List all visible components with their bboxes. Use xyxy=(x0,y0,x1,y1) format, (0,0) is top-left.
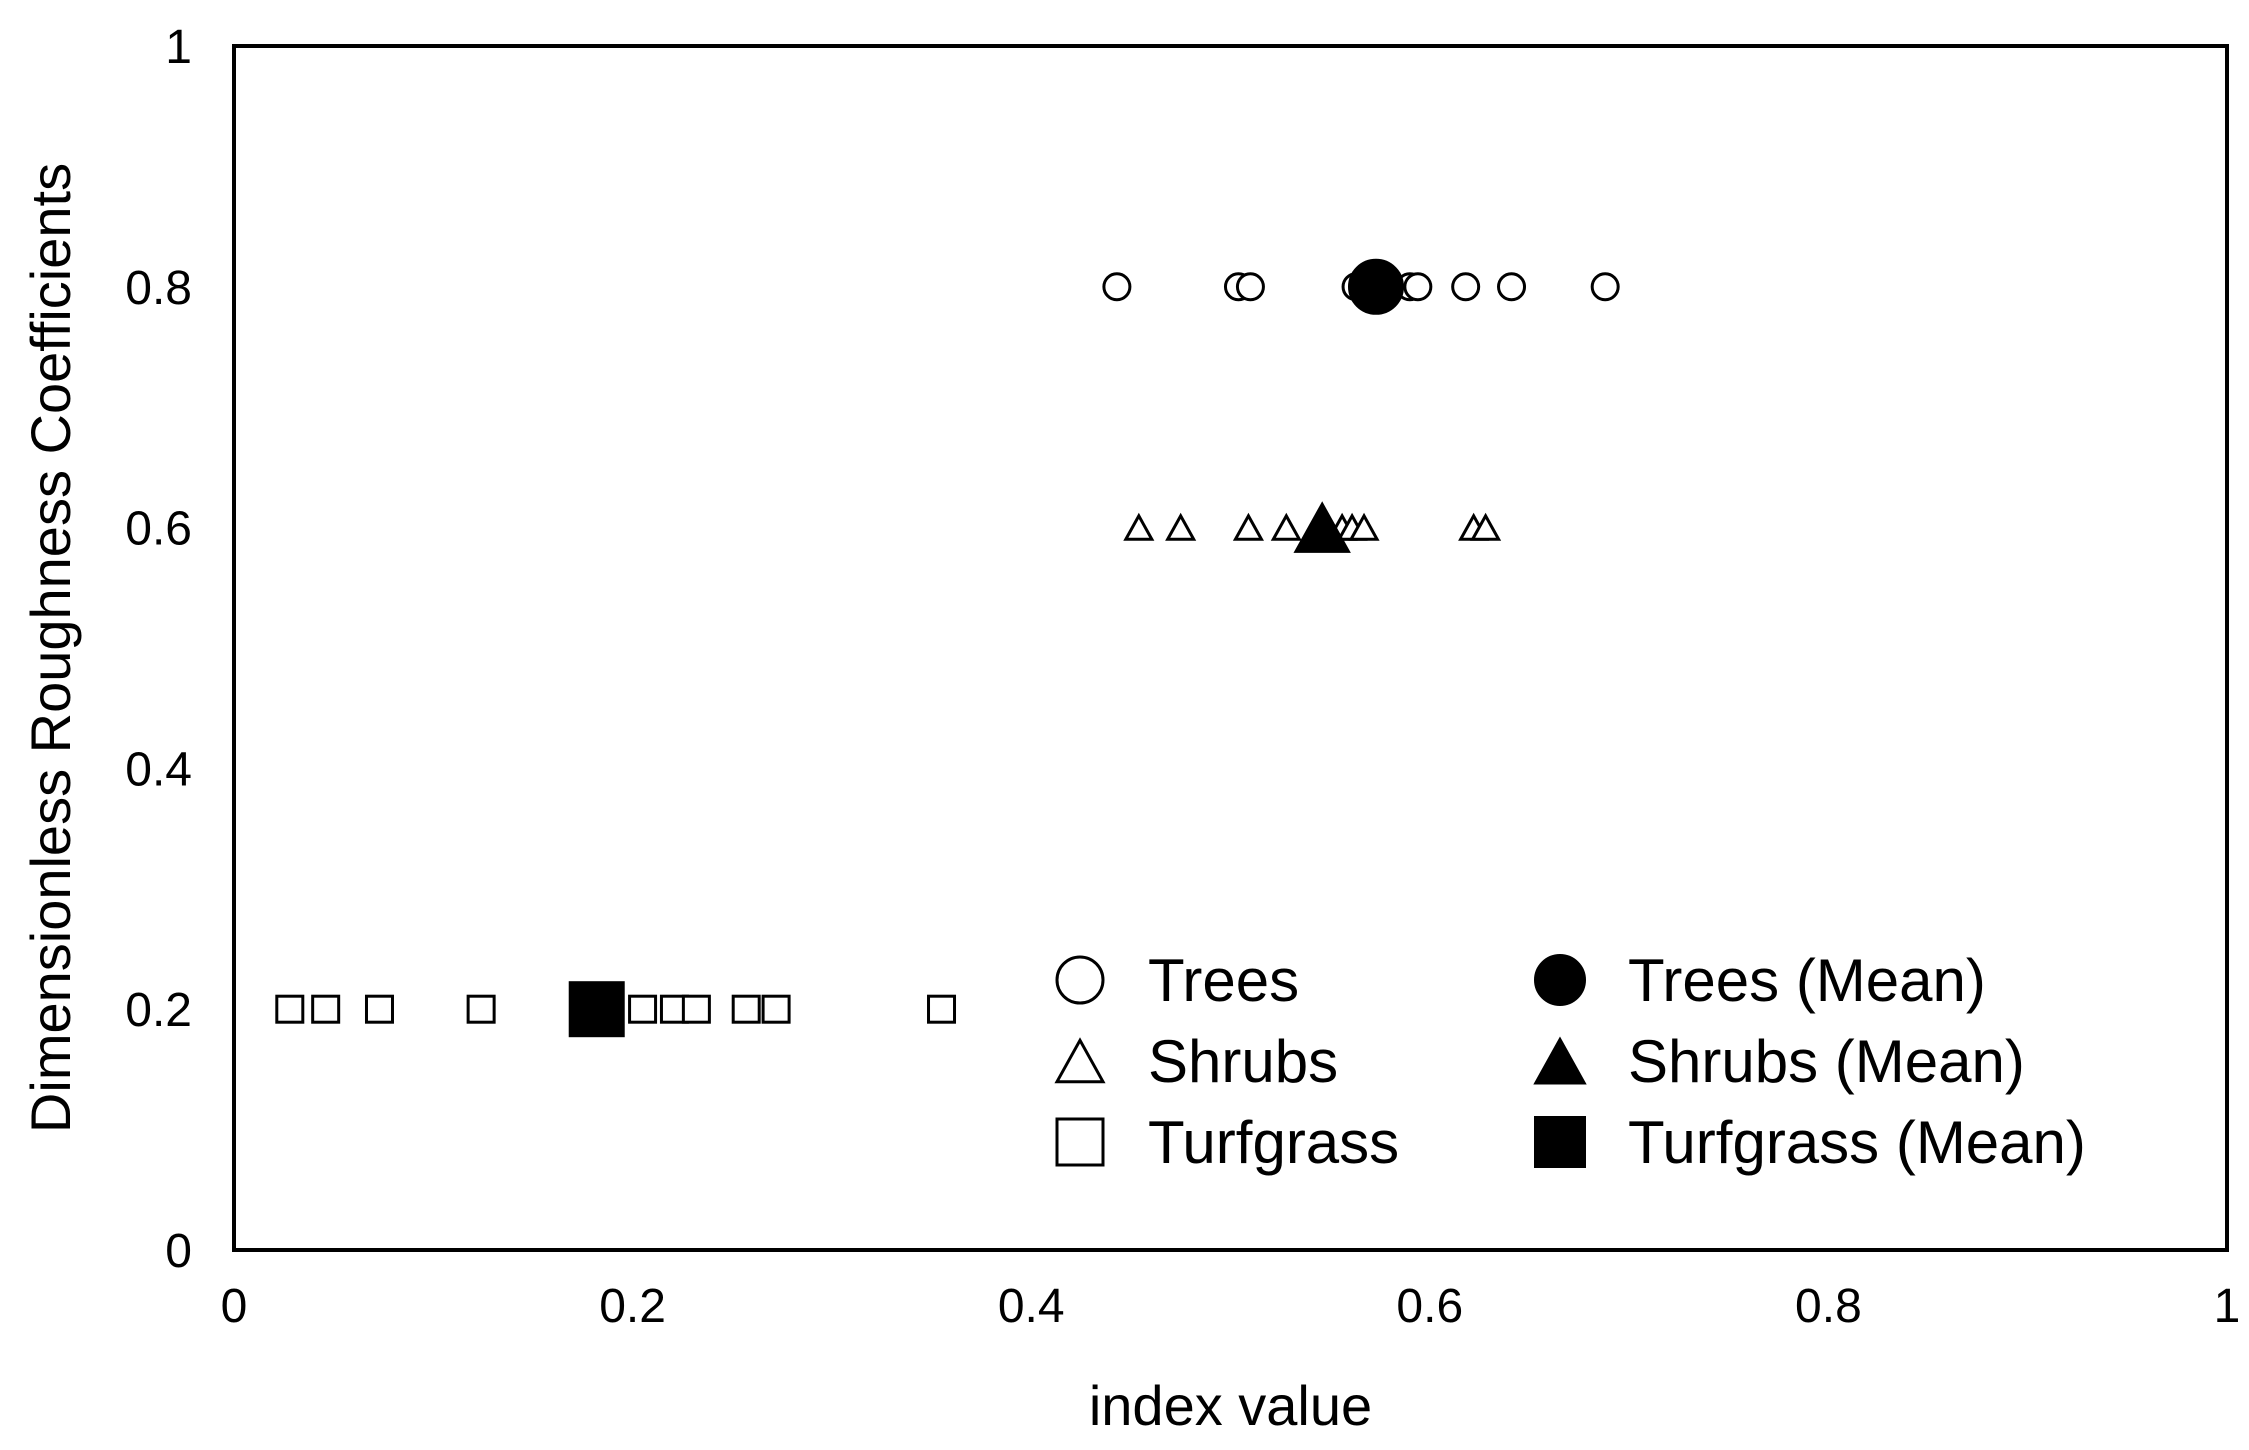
trees-mean-point xyxy=(1347,258,1404,315)
x-tick-label: 0.2 xyxy=(599,1280,666,1333)
legend-label-turfgrass: Turfgrass xyxy=(1148,1109,1399,1176)
shrubs-point xyxy=(1270,512,1302,541)
trees-point xyxy=(1102,272,1132,302)
x-tick-label: 1 xyxy=(2214,1280,2241,1333)
legend-marker-turfgrass xyxy=(1055,1117,1105,1167)
plot-area-frame xyxy=(232,44,2229,1252)
legend-marker-trees xyxy=(1055,955,1105,1005)
y-tick-label: 0.8 xyxy=(125,262,192,315)
turfgrass-point xyxy=(927,994,957,1024)
turfgrass-point xyxy=(275,994,305,1024)
shrubs-point xyxy=(1232,512,1264,541)
turfgrass-point xyxy=(731,994,761,1024)
turfgrass-point xyxy=(466,994,496,1024)
trees-point xyxy=(1590,272,1620,302)
y-tick-label: 0.2 xyxy=(125,984,192,1037)
legend-label-trees: Trees xyxy=(1148,947,1299,1014)
x-tick-label: 0.6 xyxy=(1396,1280,1463,1333)
turfgrass-point xyxy=(628,994,658,1024)
x-axis-title: index value xyxy=(1089,1374,1372,1437)
x-tick-label: 0.8 xyxy=(1795,1280,1862,1333)
turfgrass-point xyxy=(311,994,341,1024)
x-axis-ticks: 0 0.2 0.4 0.6 0.8 1 xyxy=(221,1280,2241,1333)
x-tick-label: 0 xyxy=(221,1280,248,1333)
legend-label-trees-mean: Trees (Mean) xyxy=(1628,947,1986,1014)
legend: Trees Shrubs Turfgrass Trees (Mean) Shrubs (… xyxy=(1054,947,2086,1176)
y-tick-label: 1 xyxy=(165,21,192,74)
y-axis-ticks: 0 0.2 0.4 0.6 0.8 1 xyxy=(125,21,192,1278)
shrubs-mean-point xyxy=(1293,501,1351,553)
trees-point xyxy=(1497,272,1527,302)
legend-marker-shrubs-mean xyxy=(1533,1036,1587,1085)
legend-marker-trees-mean xyxy=(1534,954,1586,1006)
shrubs-point xyxy=(1470,512,1502,541)
trees-point xyxy=(1403,272,1433,302)
y-tick-label: 0 xyxy=(165,1225,192,1278)
y-tick-label: 0.4 xyxy=(125,743,192,796)
turfgrass-point xyxy=(761,994,791,1024)
trees-point xyxy=(1235,272,1265,302)
x-tick-label: 0.4 xyxy=(998,1280,1065,1333)
turfgrass-mean-point xyxy=(568,981,625,1038)
data-points xyxy=(275,258,1620,1038)
shrubs-point xyxy=(1348,512,1380,541)
legend-label-shrubs-mean: Shrubs (Mean) xyxy=(1628,1028,2025,1095)
shrubs-point xyxy=(1123,512,1155,541)
legend-marker-turfgrass-mean xyxy=(1534,1116,1586,1168)
trees-point xyxy=(1451,272,1481,302)
y-axis-title: Dimensionless Roughness Coefficients xyxy=(19,163,82,1133)
legend-marker-shrubs xyxy=(1054,1037,1106,1084)
legend-label-turfgrass-mean: Turfgrass (Mean) xyxy=(1628,1109,2086,1176)
turfgrass-point xyxy=(364,994,394,1024)
turfgrass-point xyxy=(681,994,711,1024)
y-tick-label: 0.6 xyxy=(125,503,192,556)
shrubs-point xyxy=(1165,512,1197,541)
legend-label-shrubs: Shrubs xyxy=(1148,1028,1338,1095)
